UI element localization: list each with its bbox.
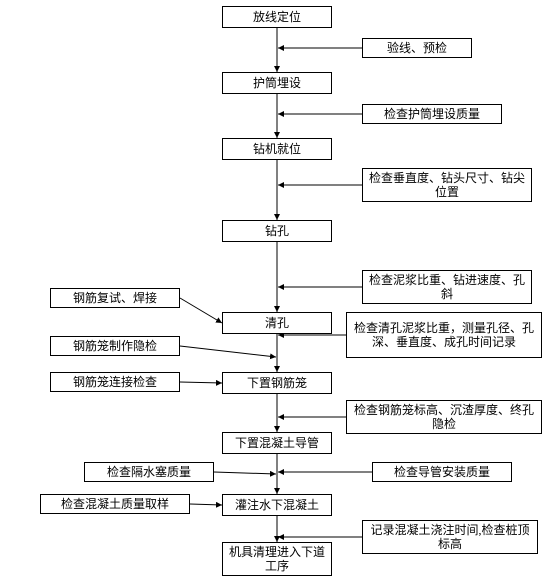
right-check-r2: 检查护筒埋设质量 [362, 104, 502, 124]
main-step-m2: 护筒埋设 [222, 72, 332, 94]
right-check-r8: 记录混凝土浇注时间,检查桩顶标高 [362, 520, 538, 554]
left-check-l5: 检查混凝土质量取样 [40, 494, 190, 514]
main-step-m3: 钻机就位 [222, 138, 332, 160]
left-check-l4: 检查隔水塞质量 [84, 462, 214, 482]
main-step-m9: 机具清理进入下道工序 [222, 542, 332, 576]
right-check-r3: 检查垂直度、钻头尺寸、钻尖位置 [362, 168, 532, 202]
left-check-l3: 钢筋笼连接检查 [50, 372, 180, 392]
main-step-m6: 下置钢筋笼 [222, 372, 332, 394]
right-check-r6: 检查钢筋笼标高、沉渣厚度、终孔隐检 [346, 400, 542, 434]
right-check-r5: 检查清孔泥浆比重，测量孔径、孔深、垂直度、成孔时间记录 [346, 312, 542, 358]
main-step-m4: 钻孔 [222, 220, 332, 242]
right-check-r7: 检查导管安装质量 [372, 462, 512, 482]
main-step-m1: 放线定位 [222, 6, 332, 28]
right-check-r4: 检查泥浆比重、钻进速度、孔斜 [362, 270, 532, 304]
main-step-m7: 下置混凝土导管 [222, 432, 332, 454]
left-check-l2: 钢筋笼制作隐检 [50, 336, 180, 356]
left-check-l1: 钢筋复试、焊接 [50, 288, 180, 308]
right-check-r1: 验线、预检 [362, 38, 472, 58]
main-step-m5: 清孔 [222, 312, 332, 334]
main-step-m8: 灌注水下混凝土 [222, 494, 332, 516]
